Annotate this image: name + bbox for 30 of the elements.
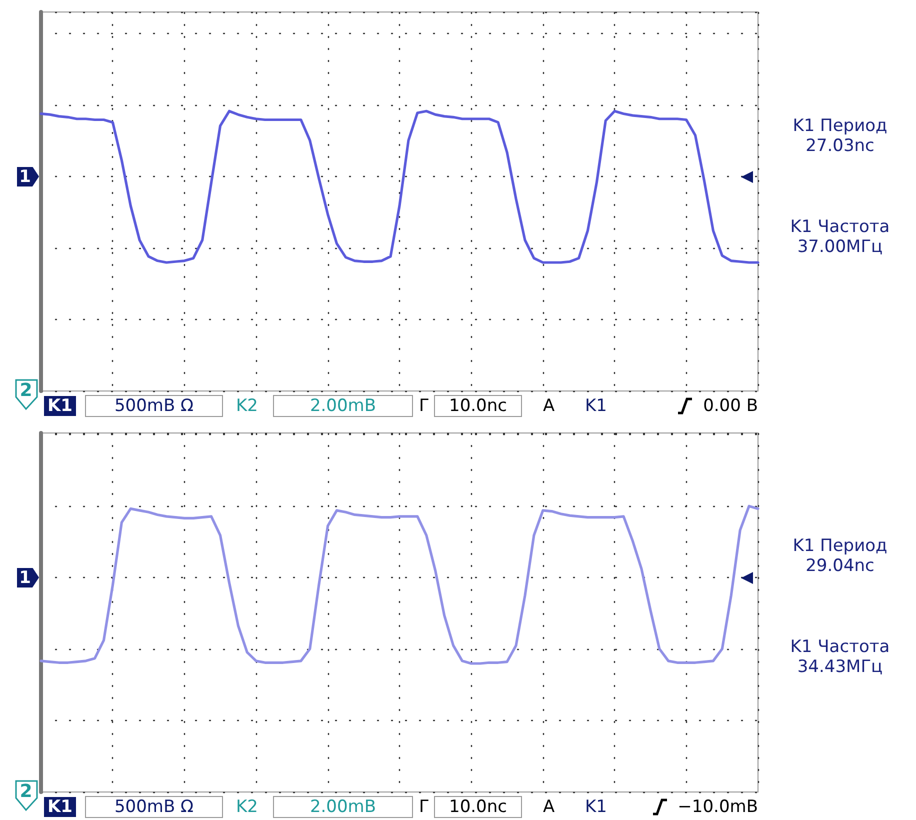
text: 34.43МГц bbox=[796, 657, 884, 677]
text: 2 bbox=[18, 380, 34, 401]
text: −10.0mB bbox=[678, 797, 758, 817]
text: 37.00МГц bbox=[796, 237, 884, 257]
text: K2 bbox=[236, 396, 258, 416]
text: 500mB Ω bbox=[85, 396, 223, 416]
text: 500mB Ω bbox=[85, 797, 223, 817]
text: 1 bbox=[18, 166, 32, 186]
text: K1 bbox=[585, 797, 607, 817]
text: A bbox=[543, 797, 555, 817]
text: K1 bbox=[44, 396, 76, 416]
text: K1 bbox=[585, 396, 607, 416]
text: K1 bbox=[44, 797, 76, 817]
text: A bbox=[543, 396, 555, 416]
text: 2.00mB bbox=[273, 396, 413, 416]
text: 2 bbox=[18, 781, 34, 802]
text: Г bbox=[419, 396, 430, 416]
text: 1 bbox=[18, 568, 32, 588]
text: K1 Период bbox=[792, 116, 888, 136]
text: K1 Период bbox=[792, 536, 888, 556]
text: 0.00 B bbox=[703, 396, 758, 416]
text: 27.03nc bbox=[804, 136, 876, 156]
text: K1 Частота bbox=[789, 217, 891, 237]
text: Г bbox=[419, 797, 430, 817]
text: 2.00mB bbox=[273, 797, 413, 817]
text: 10.0nc bbox=[434, 797, 522, 817]
text: K1 Частота bbox=[789, 637, 891, 657]
text: 29.04nc bbox=[804, 556, 876, 576]
text: 10.0nc bbox=[434, 396, 522, 416]
text: K2 bbox=[236, 797, 258, 817]
